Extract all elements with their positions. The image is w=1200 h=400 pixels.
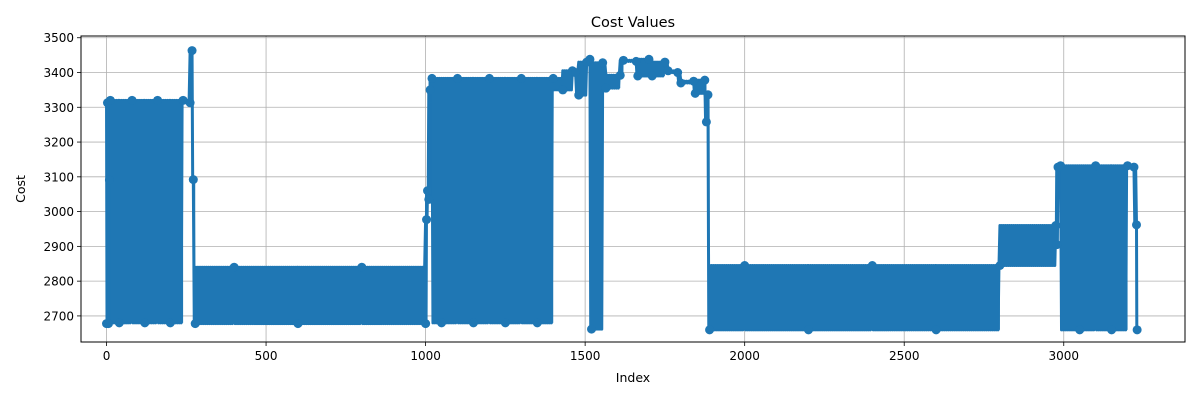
data-point <box>663 66 673 76</box>
data-point <box>585 54 595 64</box>
y-tick-label: 3000 <box>43 205 74 219</box>
data-point <box>516 73 526 83</box>
data-point <box>587 324 597 334</box>
data-point <box>633 71 643 81</box>
x-axis: 0 500 1000 1500 2000 2500 3000 <box>103 342 1079 363</box>
data-point <box>532 318 542 328</box>
data-point <box>153 95 163 105</box>
data-point <box>598 58 608 68</box>
series-area <box>106 50 1138 330</box>
data-point <box>1056 161 1066 171</box>
data-point <box>995 261 1005 270</box>
data-point <box>188 175 198 185</box>
data-point <box>1052 240 1062 250</box>
data-point <box>424 194 434 204</box>
data-point <box>574 90 584 100</box>
data-point <box>293 319 303 329</box>
y-tick-label: 2700 <box>43 309 74 323</box>
x-tick-label: 0 <box>103 349 111 363</box>
data-point <box>425 85 435 95</box>
data-point <box>422 215 432 225</box>
data-point <box>453 73 463 83</box>
data-point <box>468 318 478 328</box>
data-point <box>618 55 628 65</box>
data-point <box>1132 220 1141 230</box>
data-point <box>1129 162 1139 172</box>
data-point <box>165 318 175 328</box>
data-point <box>229 262 239 272</box>
data-point <box>421 319 431 329</box>
data-point <box>644 54 654 64</box>
data-point <box>703 90 713 100</box>
x-tick-label: 2500 <box>889 349 920 363</box>
data-point <box>673 68 683 78</box>
y-tick-label: 3200 <box>43 136 74 150</box>
data-point <box>701 117 711 127</box>
data-point <box>1091 161 1101 171</box>
plot-frame <box>80 35 1186 343</box>
data-point <box>105 95 115 105</box>
data-point <box>190 319 200 329</box>
y-axis-label: Cost <box>13 175 28 203</box>
data-point <box>500 318 510 328</box>
y-tick-label: 3100 <box>43 170 74 184</box>
data-point <box>187 46 197 56</box>
data-point <box>548 73 558 83</box>
x-axis-label: Index <box>616 370 650 385</box>
data-point <box>114 318 124 328</box>
y-tick-label: 3400 <box>43 66 74 80</box>
plot-area <box>102 46 1142 335</box>
data-point <box>484 73 494 83</box>
y-tick-label: 3300 <box>43 101 74 115</box>
data-point <box>615 70 625 80</box>
data-point <box>740 261 750 270</box>
data-point <box>427 73 437 83</box>
data-point <box>931 325 941 335</box>
data-point <box>803 325 813 335</box>
data-point <box>867 261 877 270</box>
x-tick-label: 1000 <box>410 349 441 363</box>
x-tick-label: 3000 <box>1048 349 1079 363</box>
data-point <box>103 319 113 329</box>
data-point <box>571 68 581 78</box>
data-point <box>689 76 699 86</box>
data-point <box>631 56 641 66</box>
data-point <box>676 78 686 88</box>
data-point <box>558 85 568 95</box>
data-point <box>127 95 137 105</box>
data-point <box>178 95 188 105</box>
x-tick-label: 2000 <box>729 349 760 363</box>
data-point <box>1107 325 1117 335</box>
data-point <box>1132 325 1142 335</box>
series-band <box>105 49 1139 332</box>
series-markers <box>102 46 1142 335</box>
data-point <box>357 262 367 272</box>
y-tick-label: 2800 <box>43 275 74 289</box>
data-point <box>1075 325 1085 335</box>
data-point <box>185 98 195 108</box>
data-point <box>647 71 657 81</box>
data-point <box>1051 221 1061 231</box>
y-tick-label: 3500 <box>43 31 74 45</box>
y-tick-label: 2900 <box>43 240 74 254</box>
data-point <box>423 186 433 196</box>
data-point <box>104 175 114 185</box>
data-point <box>140 318 150 328</box>
x-tick-label: 1500 <box>570 349 601 363</box>
data-point <box>700 75 710 85</box>
data-point <box>705 325 715 335</box>
data-point <box>660 57 670 67</box>
y-axis: 2700 2800 2900 3000 3100 3200 3300 3400 3500 <box>43 31 81 323</box>
chart-title: Cost Values <box>591 15 675 31</box>
data-point <box>690 88 700 98</box>
x-tick-label: 500 <box>255 349 278 363</box>
data-point <box>437 318 447 328</box>
data-point <box>601 83 611 93</box>
